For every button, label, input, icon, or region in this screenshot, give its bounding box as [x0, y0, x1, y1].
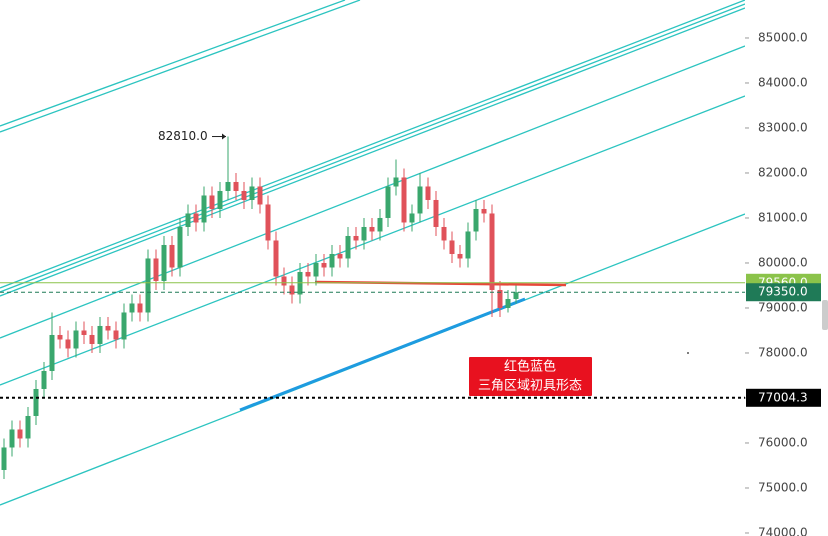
- candle-body: [257, 186, 263, 205]
- y-tick-label: 84000.0: [758, 75, 808, 89]
- candle-body: [33, 388, 39, 416]
- candle-body: [465, 231, 471, 259]
- candle-body: [129, 303, 135, 313]
- candle-body: [97, 325, 103, 344]
- price-label: 77004.3: [758, 390, 808, 404]
- candle-body: [433, 199, 439, 227]
- candle-body: [361, 226, 367, 241]
- high-label: 82810.0: [158, 129, 208, 143]
- candle-body: [377, 217, 383, 232]
- candle-body: [105, 325, 111, 331]
- candle-body: [489, 213, 495, 290]
- y-tick-label: 75000.0: [758, 480, 808, 494]
- candle-body: [153, 258, 159, 281]
- candle-body: [409, 213, 415, 223]
- candle-body: [145, 258, 151, 313]
- y-tick-label: 79000.0: [758, 300, 808, 314]
- candle-body: [17, 429, 23, 439]
- y-tick-label: 76000.0: [758, 435, 808, 449]
- candle-body: [425, 186, 431, 200]
- candle-body: [41, 370, 47, 389]
- candle-body: [241, 190, 247, 200]
- candle-body: [201, 195, 207, 223]
- candle-body: [353, 235, 359, 241]
- annotation-box: [469, 357, 592, 396]
- y-tick-label: 85000.0: [758, 30, 808, 44]
- y-tick-label: 80000.0: [758, 255, 808, 269]
- candle-body: [185, 213, 191, 227]
- trend-channels: [0, 0, 746, 506]
- price-label: 79350.0: [758, 285, 808, 299]
- candle-body: [81, 330, 87, 335]
- candle-body: [73, 330, 79, 349]
- candle-body: [329, 253, 335, 268]
- y-tick-label: 83000.0: [758, 120, 808, 134]
- candle-body: [321, 262, 327, 268]
- candle-body: [25, 415, 31, 439]
- candle-body: [481, 208, 487, 214]
- candle-body: [9, 429, 15, 448]
- scroll-handle[interactable]: [822, 300, 828, 330]
- candle-body: [49, 334, 55, 371]
- y-tick-label: 82000.0: [758, 165, 808, 179]
- candle-body: [289, 285, 295, 295]
- arrow-head: [222, 133, 226, 140]
- candle-body: [225, 181, 231, 191]
- candle-body: [89, 334, 95, 344]
- candle-body: [385, 186, 391, 218]
- candle-body: [393, 177, 399, 187]
- candle-body: [249, 186, 255, 200]
- candle-body: [209, 195, 215, 209]
- candle-body: [281, 276, 287, 286]
- candle-body: [337, 253, 343, 259]
- candle-body: [57, 334, 63, 340]
- candle-body: [1, 447, 7, 470]
- candle-body: [121, 312, 127, 340]
- candle-body: [193, 213, 199, 223]
- y-tick-label: 74000.0: [758, 525, 808, 536]
- candle-body: [457, 253, 463, 259]
- candle-body: [217, 190, 223, 209]
- candle-body: [401, 177, 407, 223]
- annotation-text: 三角区域初具形态: [478, 379, 582, 394]
- candle-body: [513, 292, 519, 299]
- price-label-box: [746, 388, 821, 407]
- candle-body: [505, 298, 511, 308]
- candle-body: [137, 303, 143, 313]
- candle-body: [273, 240, 279, 277]
- candle-body: [417, 186, 423, 214]
- candle-body: [265, 204, 271, 241]
- price-label-box: [746, 283, 821, 302]
- candle-body: [369, 226, 375, 232]
- candle-body: [313, 262, 319, 277]
- candle-body: [473, 208, 479, 232]
- candle-body: [441, 226, 447, 241]
- dot: [687, 352, 689, 354]
- candle-body: [449, 240, 455, 254]
- candle-body: [233, 181, 239, 191]
- y-tick-label: 78000.0: [758, 345, 808, 359]
- candle-body: [345, 235, 351, 259]
- price-axis: [745, 0, 828, 536]
- candle-body: [177, 226, 183, 268]
- y-tick-label: 81000.0: [758, 210, 808, 224]
- candle-body: [113, 330, 119, 340]
- candle-body: [161, 244, 167, 281]
- candle-body: [169, 244, 175, 268]
- annotation-text: 红色蓝色: [504, 359, 556, 375]
- candle-body: [497, 289, 503, 308]
- candle-body: [65, 339, 71, 349]
- candle-body: [305, 271, 311, 277]
